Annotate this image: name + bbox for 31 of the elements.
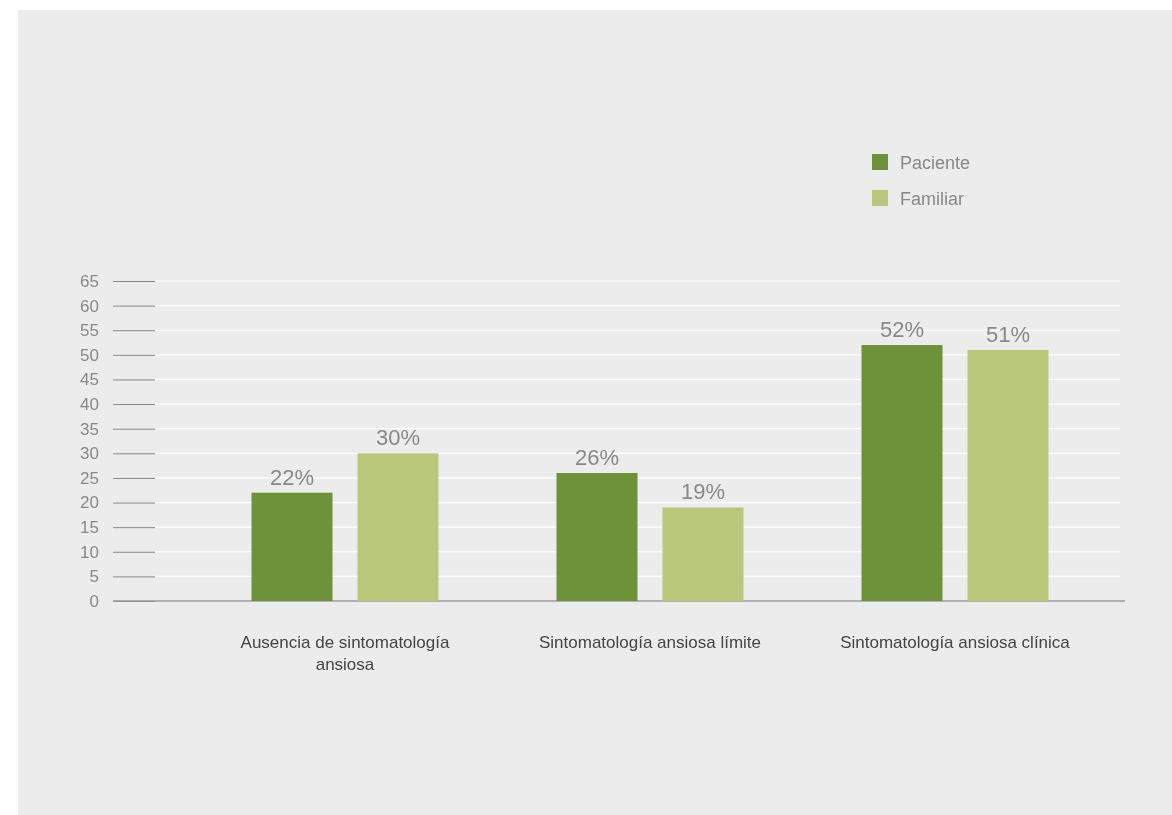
y-tick-label: 5 [89, 567, 99, 587]
y-tick-label: 65 [80, 271, 99, 291]
bar [662, 507, 744, 601]
bar [861, 345, 943, 601]
data-label: 51% [985, 321, 1031, 347]
legend-label: Paciente [900, 153, 971, 173]
bar [556, 473, 638, 601]
data-label: 19% [680, 479, 726, 505]
y-tick-label: 30 [80, 444, 99, 464]
y-tick-label: 15 [80, 518, 99, 538]
y-tick-label: 25 [80, 468, 99, 488]
y-tick-label: 55 [80, 321, 99, 341]
x-tick-label: Ausencia de sintomatología ansiosa [240, 633, 450, 674]
x-tick-label: Sintomatología ansiosa clínica [840, 633, 1071, 652]
y-tick-label: 60 [80, 296, 99, 316]
y-tick-label: 40 [80, 395, 99, 415]
x-tick-label: Sintomatología ansiosa límite [538, 633, 762, 652]
y-tick-label: 0 [89, 591, 99, 611]
bar [967, 349, 1049, 601]
data-label: 26% [574, 445, 620, 470]
data-label: 22% [269, 464, 315, 490]
y-tick-label: 20 [80, 493, 99, 513]
bar [357, 453, 439, 601]
bar [251, 492, 333, 601]
y-tick-label: 35 [80, 419, 99, 439]
y-tick-label: 45 [80, 370, 99, 390]
y-tick-label: 50 [80, 345, 99, 365]
legend-label: Familiar [900, 189, 965, 209]
data-label: 52% [879, 317, 925, 342]
data-label: 30% [375, 425, 421, 451]
y-tick-label: 10 [80, 542, 99, 562]
